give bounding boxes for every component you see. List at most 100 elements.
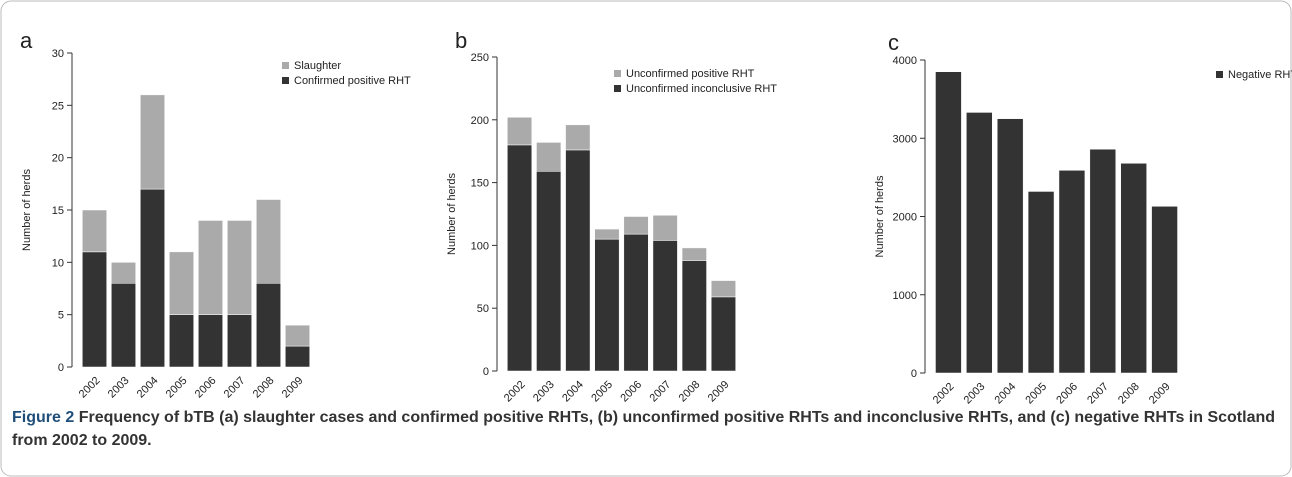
legend-label: Slaughter [294, 60, 341, 72]
y-axis-label: Number of herds [21, 169, 33, 251]
legend-swatch [614, 85, 621, 92]
x-tick-label: 2005 [589, 379, 615, 405]
panel-letter: b [455, 28, 467, 53]
bar [256, 199, 281, 284]
bar [536, 142, 562, 172]
bar [623, 216, 649, 235]
bar [594, 228, 620, 240]
y-tick-label: 15 [52, 205, 64, 217]
panel-letter: c [888, 30, 899, 55]
bar [507, 117, 533, 146]
y-tick-label: 150 [471, 178, 489, 190]
legend-label: Negative RHT [1228, 69, 1292, 81]
bar [966, 112, 993, 374]
y-tick-label: 250 [471, 52, 489, 64]
bar [507, 144, 533, 372]
bar [140, 94, 165, 190]
legend-swatch [1216, 71, 1223, 78]
y-tick-label: 4000 [893, 55, 917, 67]
bar [594, 238, 620, 372]
panel-letter: a [20, 28, 33, 53]
y-tick-label: 0 [483, 366, 489, 378]
bar [565, 124, 591, 151]
x-tick-label: 2005 [164, 375, 190, 401]
bar [1089, 148, 1117, 374]
y-axis-label: Number of herds [446, 173, 458, 255]
bar [1151, 206, 1178, 374]
x-tick-label: 2002 [931, 381, 957, 407]
bar [996, 118, 1024, 374]
bar [198, 220, 223, 315]
y-tick-label: 10 [52, 257, 64, 269]
bar [169, 314, 194, 368]
x-tick-label: 2004 [560, 379, 586, 405]
y-tick-label: 0 [911, 368, 917, 380]
bar [1058, 170, 1086, 374]
caption-label: Figure 2 [12, 409, 75, 426]
y-tick-label: 25 [52, 100, 64, 112]
x-tick-label: 2006 [193, 375, 219, 401]
bar [1120, 163, 1147, 374]
legend-label: Unconfirmed inconclusive RHT [626, 83, 777, 95]
y-tick-label: 3000 [893, 133, 917, 145]
x-tick-label: 2008 [1116, 381, 1142, 407]
y-tick-label: 1000 [893, 290, 917, 302]
bar [227, 314, 252, 368]
x-tick-label: 2007 [222, 375, 248, 401]
bar [198, 314, 223, 368]
bar [710, 280, 736, 298]
x-tick-label: 2006 [1054, 381, 1080, 407]
y-tick-label: 5 [58, 310, 64, 322]
bar [140, 188, 165, 368]
x-tick-label: 2009 [706, 379, 732, 405]
y-tick-label: 100 [471, 240, 489, 252]
caption-text: Frequency of bTB (a) slaughter cases and… [12, 409, 1276, 449]
x-tick-label: 2009 [280, 375, 306, 401]
bar [227, 220, 252, 315]
y-tick-label: 50 [477, 303, 489, 315]
legend-label: Confirmed positive RHT [294, 75, 411, 87]
x-tick-label: 2008 [251, 375, 277, 401]
bar [1027, 191, 1055, 374]
legend-swatch [282, 77, 289, 84]
bar [169, 251, 194, 315]
bar [935, 71, 962, 374]
bar [652, 215, 678, 241]
y-tick-label: 30 [52, 48, 64, 60]
y-axis-label: Number of herds [874, 175, 886, 257]
x-tick-label: 2002 [77, 375, 103, 401]
x-tick-label: 2003 [531, 379, 557, 405]
bar [710, 296, 736, 372]
legend-swatch [614, 70, 621, 77]
x-tick-label: 2007 [648, 379, 674, 405]
x-tick-label: 2003 [962, 381, 988, 407]
bar [681, 260, 707, 372]
x-tick-label: 2009 [1147, 381, 1173, 407]
bar [285, 324, 310, 347]
bar [652, 240, 678, 372]
bar [285, 345, 310, 368]
bar [82, 251, 107, 368]
x-tick-label: 2008 [677, 379, 703, 405]
caption: Figure 2 Frequency of bTB (a) slaughter … [12, 406, 1280, 452]
bar [565, 149, 591, 372]
bar [681, 247, 707, 261]
bar [82, 209, 107, 253]
x-tick-label: 2007 [1085, 381, 1111, 407]
bar [536, 171, 562, 372]
legend-label: Unconfirmed positive RHT [626, 68, 755, 80]
x-tick-label: 2004 [993, 381, 1019, 407]
bar [111, 262, 136, 284]
x-tick-label: 2003 [106, 375, 132, 401]
y-tick-label: 200 [471, 115, 489, 127]
x-tick-label: 2002 [502, 379, 528, 405]
x-tick-label: 2004 [135, 375, 161, 401]
bar [623, 233, 649, 372]
legend-swatch [282, 62, 289, 69]
x-tick-label: 2006 [618, 379, 644, 405]
y-tick-label: 2000 [893, 212, 917, 224]
bar [256, 283, 281, 368]
